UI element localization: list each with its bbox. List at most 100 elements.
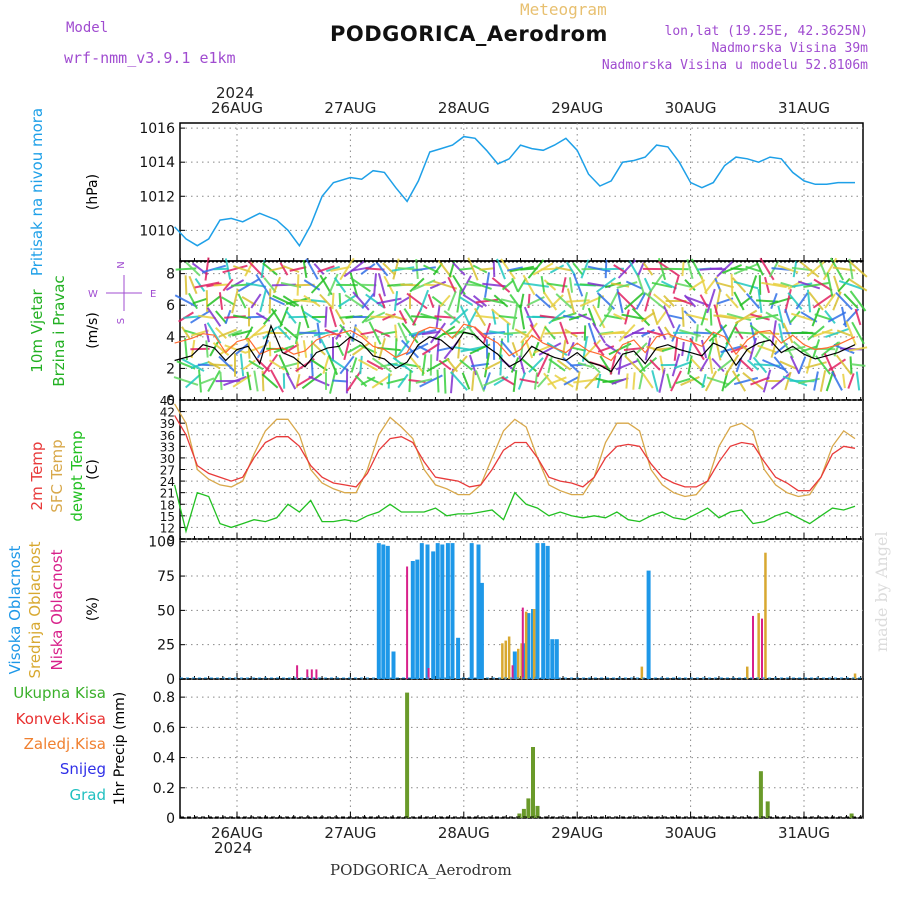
wind-arrow	[427, 293, 435, 309]
wind-arrow	[742, 372, 764, 390]
wind-arrow	[748, 337, 758, 361]
high-cloud-bar	[415, 559, 420, 679]
wind-arrow	[429, 280, 447, 290]
wind-arrow	[313, 263, 325, 275]
wind-arrow	[283, 326, 299, 340]
wind-arrow	[462, 293, 484, 309]
wind-arrow	[651, 308, 659, 326]
wind-arrow	[475, 298, 499, 304]
wind-arrow	[747, 359, 759, 371]
wind-arrow	[681, 307, 685, 327]
wind-arrow	[244, 326, 254, 340]
wind-arrow	[773, 356, 789, 374]
wind-arrow	[725, 293, 739, 309]
meteogram-label: Meteogram	[520, 0, 607, 19]
wind-arrow	[572, 262, 584, 276]
wind-arrow	[520, 340, 524, 358]
wind-arrow	[644, 292, 666, 310]
low-cloud-bar	[752, 615, 754, 679]
wind-arrow	[818, 260, 828, 278]
wind-arrow	[231, 329, 253, 337]
compass-west: W	[88, 289, 98, 300]
wind-arrow	[493, 294, 509, 308]
wind-arrow	[646, 274, 664, 296]
wind-arrow	[617, 291, 637, 311]
mid-cloud-bar	[757, 613, 760, 679]
wind-arrows	[173, 257, 868, 394]
high-cloud-bar	[391, 651, 396, 679]
wind-arrow	[624, 309, 630, 325]
wind-arrow	[850, 363, 866, 367]
wind-arrow	[438, 359, 452, 371]
wind-arrow	[543, 372, 557, 390]
ytick-label-2-4: 8	[166, 267, 175, 283]
wind-arrow	[835, 354, 853, 376]
wind-arrow	[658, 369, 666, 393]
ytick-label-1-3: 1016	[139, 121, 175, 137]
wind-arrow	[344, 294, 364, 308]
wind-arrow	[270, 369, 284, 393]
wind-arrow	[214, 326, 228, 340]
high-cloud-bar	[435, 543, 440, 679]
wind-arrow	[847, 373, 855, 389]
wind-arrow	[738, 358, 754, 372]
wind-arrow	[533, 344, 553, 354]
wind-arrow	[371, 357, 393, 373]
wind-arrow	[636, 274, 646, 296]
footer-station: PODGORICA_Aerodrom	[330, 861, 512, 879]
ytick-label-3-10: 39	[160, 417, 175, 431]
wind-arrow	[750, 376, 770, 386]
wind-arrow	[352, 291, 370, 311]
wind-arrow	[551, 312, 577, 322]
wind-arrow	[848, 260, 868, 278]
year-top: 2024	[216, 84, 255, 102]
wind-arrow	[191, 262, 209, 276]
wind-arrow	[716, 260, 734, 278]
wind-arrow	[625, 280, 643, 290]
high-cloud-bar	[526, 613, 531, 679]
wind-arrow	[716, 281, 734, 289]
ytick-label-3-6: 27	[160, 464, 175, 478]
wind-arrow	[613, 313, 627, 321]
ytick-label-3-7: 30	[160, 452, 175, 466]
wind-arrow	[174, 294, 198, 308]
wind-arrow	[400, 339, 420, 359]
model-label: Model	[66, 20, 109, 36]
wind-arrow	[635, 292, 647, 310]
wind-arrow	[395, 296, 411, 306]
ytick-label-3-2: 15	[160, 510, 175, 524]
wind-arrow	[527, 259, 545, 279]
wind-arrow	[628, 260, 640, 278]
wind-arrow	[325, 265, 341, 273]
wind-arrow	[784, 345, 806, 353]
wind-arrow	[457, 339, 461, 359]
high-cloud-bar	[410, 561, 415, 679]
label-wind-1: 10m Vjetar	[28, 288, 46, 372]
wind-arrow	[561, 277, 567, 293]
wind-arrow	[259, 289, 267, 313]
wind-arrow	[587, 307, 597, 327]
wind-arrow	[213, 283, 229, 287]
wind-arrow	[198, 314, 216, 320]
wind-arrow	[206, 307, 222, 327]
wind-arrow	[789, 310, 801, 324]
wind-arrow	[401, 322, 419, 344]
ytick-label-5-2: 0.4	[153, 751, 175, 767]
wind-arrow	[173, 376, 199, 386]
wind-arrow	[387, 373, 391, 389]
legend-precip-1: Ukupna Kisa	[13, 684, 106, 702]
wind-arrow	[617, 259, 637, 279]
wind-arrow	[644, 290, 652, 312]
wind-arrow	[450, 355, 468, 375]
wind-arrow	[268, 288, 272, 314]
wind-arrow	[375, 261, 389, 277]
mid-cloud-bar	[524, 611, 528, 679]
ytick-label-3-11: 42	[160, 406, 175, 420]
wind-arrow	[548, 358, 566, 372]
wind-arrow	[224, 258, 232, 280]
wind-arrow	[566, 299, 590, 303]
wind-arrow	[555, 266, 573, 272]
wind-arrow	[655, 309, 669, 325]
wind-arrow	[301, 372, 323, 390]
date-bottom-29AUG: 29AUG	[551, 824, 603, 842]
